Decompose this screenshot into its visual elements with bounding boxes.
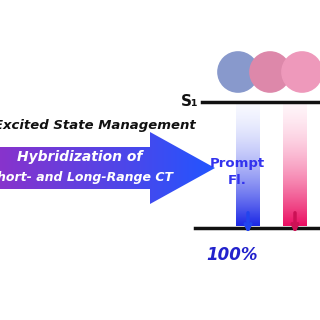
Circle shape (282, 52, 320, 92)
Circle shape (250, 52, 290, 92)
Text: S₁: S₁ (180, 94, 198, 109)
Text: 100%: 100% (206, 246, 258, 264)
Text: Prompt
Fl.: Prompt Fl. (209, 157, 265, 187)
Text: Hybridization of: Hybridization of (17, 150, 143, 164)
Text: Short- and Long-Range CT: Short- and Long-Range CT (0, 171, 172, 183)
Circle shape (218, 52, 258, 92)
Text: Excited State Management: Excited State Management (0, 118, 196, 132)
